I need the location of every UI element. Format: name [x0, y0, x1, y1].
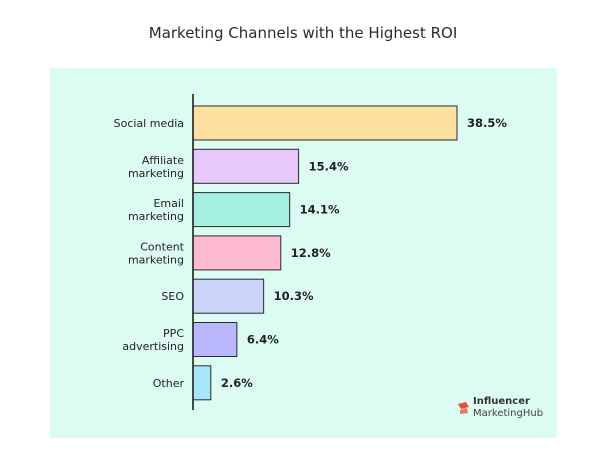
category-label-3-0: Content	[140, 240, 184, 253]
value-label-4: 10.3%	[274, 289, 314, 303]
category-label-1-0: Affiliate	[142, 154, 184, 167]
category-label-1-1: marketing	[128, 167, 184, 180]
value-label-6: 2.6%	[221, 376, 253, 390]
category-label-0-0: Social media	[114, 117, 184, 130]
category-label-5-1: advertising	[122, 340, 184, 353]
logo-line-1: Influencer	[473, 396, 530, 407]
bar-5	[192, 322, 238, 357]
logo-mark-icon	[458, 402, 469, 414]
category-label-2-1: marketing	[128, 210, 184, 223]
value-label-3: 12.8%	[291, 246, 331, 260]
category-label-5-0: PPC	[163, 327, 184, 340]
logo-line-2: MarketingHub	[473, 408, 544, 419]
value-label-1: 15.4%	[309, 159, 349, 173]
category-label-4-0: SEO	[161, 290, 184, 303]
bar-1	[192, 148, 300, 184]
bar-0	[192, 105, 458, 141]
value-label-2: 14.1%	[300, 203, 340, 217]
value-label-5: 6.4%	[247, 333, 279, 347]
bar-3	[192, 235, 282, 271]
bar-6	[192, 365, 212, 401]
category-label-3-1: marketing	[128, 253, 184, 266]
bar-4	[192, 278, 265, 314]
influencer-marketing-hub-logo: Influencer MarketingHub	[455, 396, 565, 422]
chart-title: Marketing Channels with the Highest ROI	[148, 24, 458, 42]
category-label-2-0: Email	[153, 197, 184, 210]
value-label-0: 38.5%	[467, 116, 507, 130]
category-label-6-0: Other	[153, 377, 185, 390]
bar-2	[192, 192, 291, 228]
